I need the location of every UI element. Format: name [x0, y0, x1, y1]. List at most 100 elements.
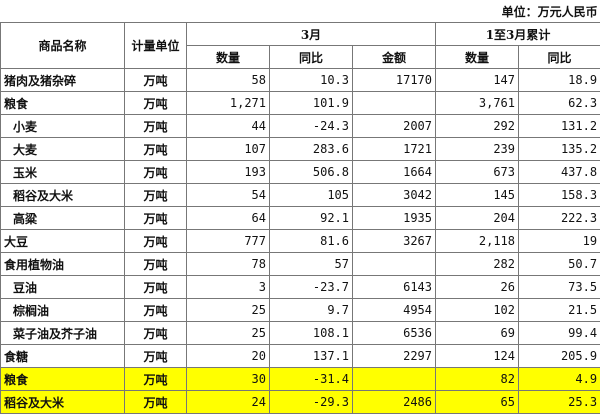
cell-cum-qty: 124 [436, 345, 519, 368]
cell-amount: 1664 [353, 161, 436, 184]
cell-cum-qty: 147 [436, 69, 519, 92]
cell-yoy: -24.3 [270, 115, 353, 138]
cell-cum-yoy: 99.4 [519, 322, 600, 345]
cell-cum-yoy: 62.3 [519, 92, 600, 115]
cell-amount: 3042 [353, 184, 436, 207]
cell-amount: 3267 [353, 230, 436, 253]
cell-unit: 万吨 [125, 345, 187, 368]
cell-cum-yoy: 205.9 [519, 345, 600, 368]
cell-amount: 17170 [353, 69, 436, 92]
cell-cum-qty: 26 [436, 276, 519, 299]
cell-unit: 万吨 [125, 92, 187, 115]
cell-amount: 1935 [353, 207, 436, 230]
cell-yoy: 10.3 [270, 69, 353, 92]
cell-qty: 58 [187, 69, 270, 92]
cell-unit: 万吨 [125, 161, 187, 184]
cell-cum-qty: 2,118 [436, 230, 519, 253]
cell-qty: 777 [187, 230, 270, 253]
cell-yoy: 57 [270, 253, 353, 276]
cell-cum-qty: 69 [436, 322, 519, 345]
cell-qty: 64 [187, 207, 270, 230]
header-amount: 金额 [353, 46, 436, 69]
cell-unit: 万吨 [125, 299, 187, 322]
cell-qty: 107 [187, 138, 270, 161]
cell-name: 粮食 [1, 368, 125, 391]
cell-yoy: 9.7 [270, 299, 353, 322]
cell-unit: 万吨 [125, 138, 187, 161]
cell-name: 高粱 [1, 207, 125, 230]
cell-name: 玉米 [1, 161, 125, 184]
cell-unit: 万吨 [125, 207, 187, 230]
unit-note: 单位：万元人民币 [1, 0, 600, 23]
cell-cum-yoy: 19 [519, 230, 600, 253]
cell-yoy: 283.6 [270, 138, 353, 161]
cell-yoy: 101.9 [270, 92, 353, 115]
cell-name: 菜子油及芥子油 [1, 322, 125, 345]
cell-unit: 万吨 [125, 115, 187, 138]
cell-amount: 6536 [353, 322, 436, 345]
cell-name: 食用植物油 [1, 253, 125, 276]
cell-cum-yoy: 222.3 [519, 207, 600, 230]
cell-unit: 万吨 [125, 253, 187, 276]
cell-qty: 44 [187, 115, 270, 138]
cell-cum-yoy: 131.2 [519, 115, 600, 138]
cell-cum-qty: 239 [436, 138, 519, 161]
cell-yoy: 105 [270, 184, 353, 207]
header-qty: 数量 [187, 46, 270, 69]
cell-qty: 193 [187, 161, 270, 184]
cell-unit: 万吨 [125, 276, 187, 299]
cell-qty: 20 [187, 345, 270, 368]
cell-qty: 3 [187, 276, 270, 299]
cell-amount [353, 368, 436, 391]
header-cumulative: 1至3月累计 [436, 23, 600, 46]
cell-yoy: 137.1 [270, 345, 353, 368]
cell-cum-yoy: 158.3 [519, 184, 600, 207]
cell-cum-yoy: 18.9 [519, 69, 600, 92]
cell-amount: 6143 [353, 276, 436, 299]
cell-yoy: 108.1 [270, 322, 353, 345]
cell-name: 豆油 [1, 276, 125, 299]
cell-qty: 54 [187, 184, 270, 207]
cell-name: 粮食 [1, 92, 125, 115]
cell-cum-qty: 82 [436, 368, 519, 391]
cell-name: 稻谷及大米 [1, 391, 125, 414]
cell-qty: 25 [187, 322, 270, 345]
cell-unit: 万吨 [125, 391, 187, 414]
cell-yoy: 81.6 [270, 230, 353, 253]
cell-cum-yoy: 25.3 [519, 391, 600, 414]
cell-yoy: -31.4 [270, 368, 353, 391]
cell-amount: 2297 [353, 345, 436, 368]
cell-yoy: 506.8 [270, 161, 353, 184]
cell-cum-qty: 65 [436, 391, 519, 414]
header-unit: 计量单位 [125, 23, 187, 69]
cell-cum-qty: 145 [436, 184, 519, 207]
header-march: 3月 [187, 23, 436, 46]
cell-yoy: -29.3 [270, 391, 353, 414]
cell-name: 大豆 [1, 230, 125, 253]
cell-name: 稻谷及大米 [1, 184, 125, 207]
cell-qty: 1,271 [187, 92, 270, 115]
cell-amount: 2486 [353, 391, 436, 414]
cell-cum-qty: 292 [436, 115, 519, 138]
cell-cum-yoy: 21.5 [519, 299, 600, 322]
cell-cum-yoy: 437.8 [519, 161, 600, 184]
cell-amount: 2007 [353, 115, 436, 138]
cell-name: 食糖 [1, 345, 125, 368]
cell-unit: 万吨 [125, 184, 187, 207]
header-yoy: 同比 [270, 46, 353, 69]
cell-cum-qty: 282 [436, 253, 519, 276]
header-cum-qty: 数量 [436, 46, 519, 69]
cell-cum-qty: 204 [436, 207, 519, 230]
